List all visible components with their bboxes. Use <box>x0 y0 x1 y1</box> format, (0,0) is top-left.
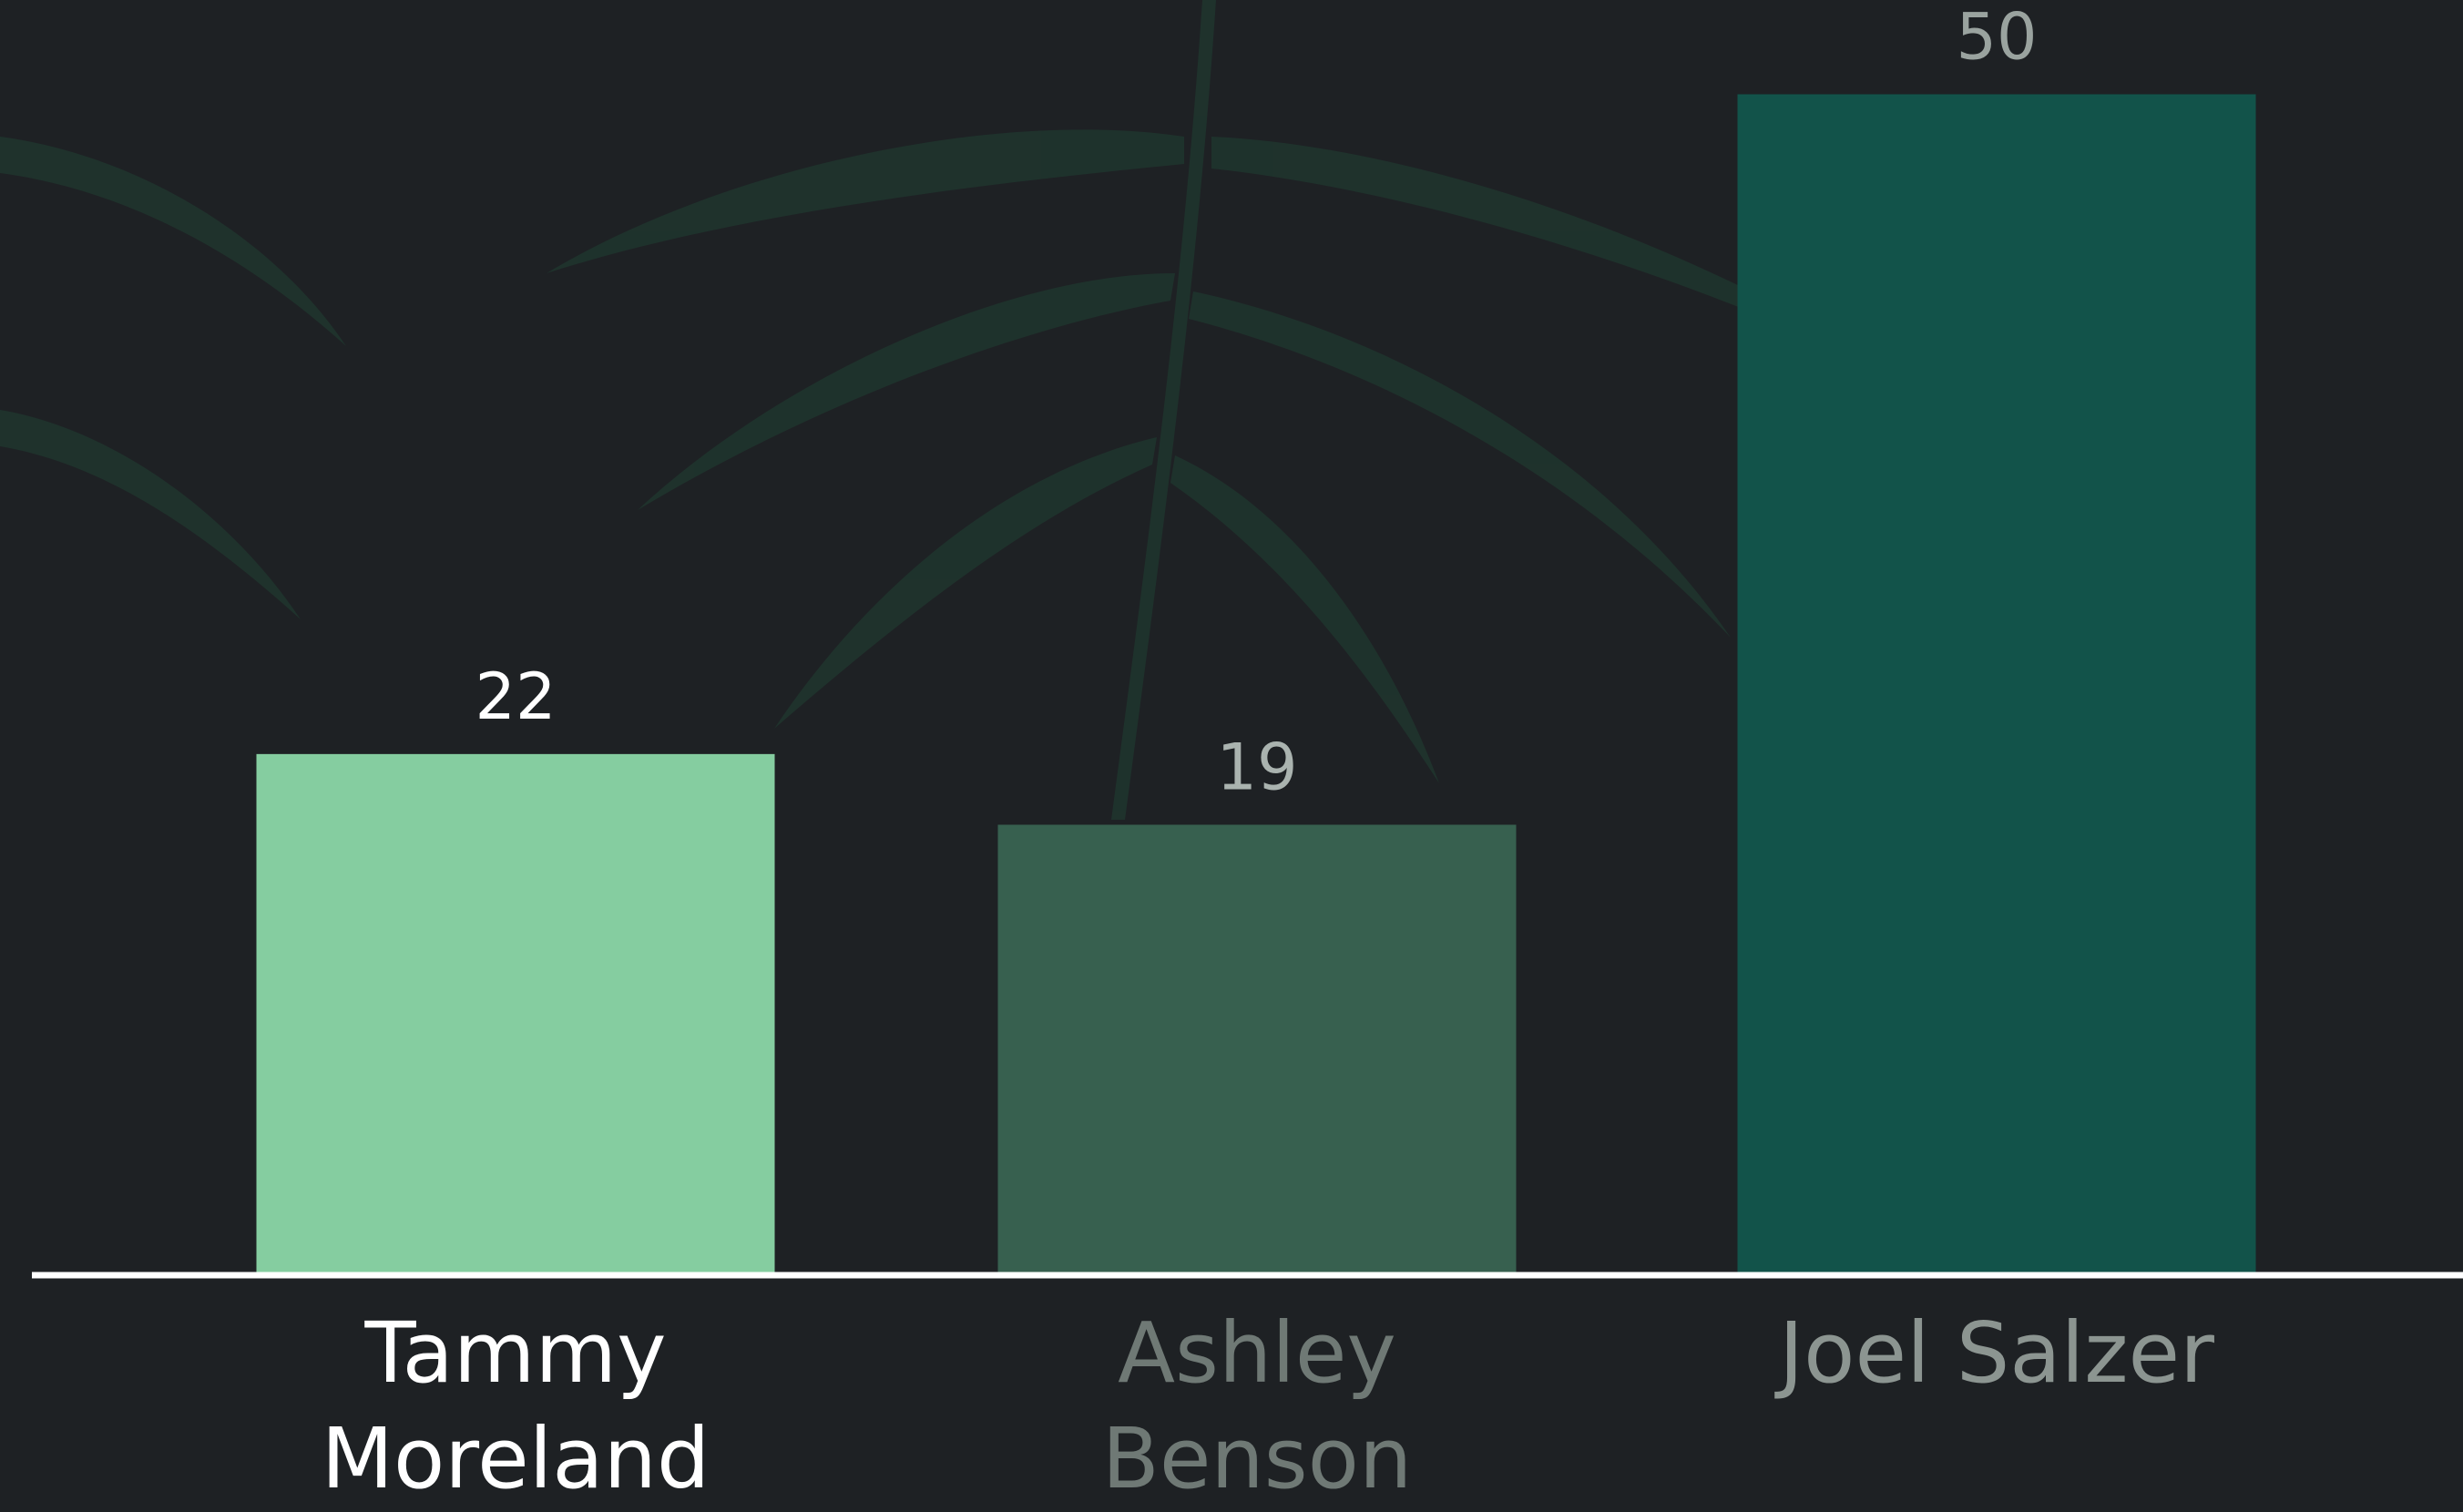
leaf <box>1170 455 1439 783</box>
leaf <box>1189 291 1731 638</box>
leaf <box>0 137 346 346</box>
x-tick-label: Ashley Benson <box>984 1301 1530 1512</box>
chart: 221950 Tammy MorelandAshley BensonJoel S… <box>0 0 2463 1497</box>
bar <box>257 754 775 1272</box>
leaf <box>547 129 1184 273</box>
value-label: 22 <box>475 659 556 734</box>
x-tick-label: Tammy Moreland <box>242 1301 789 1512</box>
x-tick-label: Joel Salzer <box>1723 1301 2270 1406</box>
background-leaves <box>0 0 1913 820</box>
chart-canvas: 22 19 50 <box>0 0 2463 1497</box>
leaf-stem <box>1111 0 1216 820</box>
bar <box>998 824 1517 1272</box>
leaf <box>774 437 1157 729</box>
plot: 22 19 50 <box>257 0 2256 1272</box>
value-label: 19 <box>1216 730 1297 804</box>
leaf <box>0 410 301 619</box>
value-label: 50 <box>1956 0 2037 75</box>
bar <box>1738 94 2256 1272</box>
